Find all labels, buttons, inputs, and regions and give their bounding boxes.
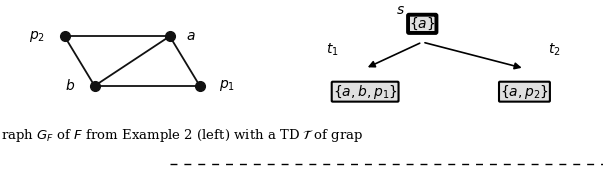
Text: $b$: $b$	[65, 78, 76, 93]
Text: $p_1$: $p_1$	[219, 78, 235, 93]
Text: $t_1$: $t_1$	[326, 41, 338, 58]
Text: $a$: $a$	[186, 29, 196, 43]
Text: $p_2$: $p_2$	[30, 29, 45, 44]
Text: raph $G_F$ of $F$ from Example 2 (left) with a TD $\mathcal{T}$ of grap: raph $G_F$ of $F$ from Example 2 (left) …	[1, 127, 364, 144]
Text: $s$: $s$	[396, 3, 405, 17]
Text: $t_2$: $t_2$	[548, 41, 561, 58]
Text: $\{a\}$: $\{a\}$	[409, 16, 435, 32]
Text: $\{a,b,p_1\}$: $\{a,b,p_1\}$	[333, 83, 397, 101]
Text: $\{a,p_2\}$: $\{a,p_2\}$	[500, 83, 549, 101]
